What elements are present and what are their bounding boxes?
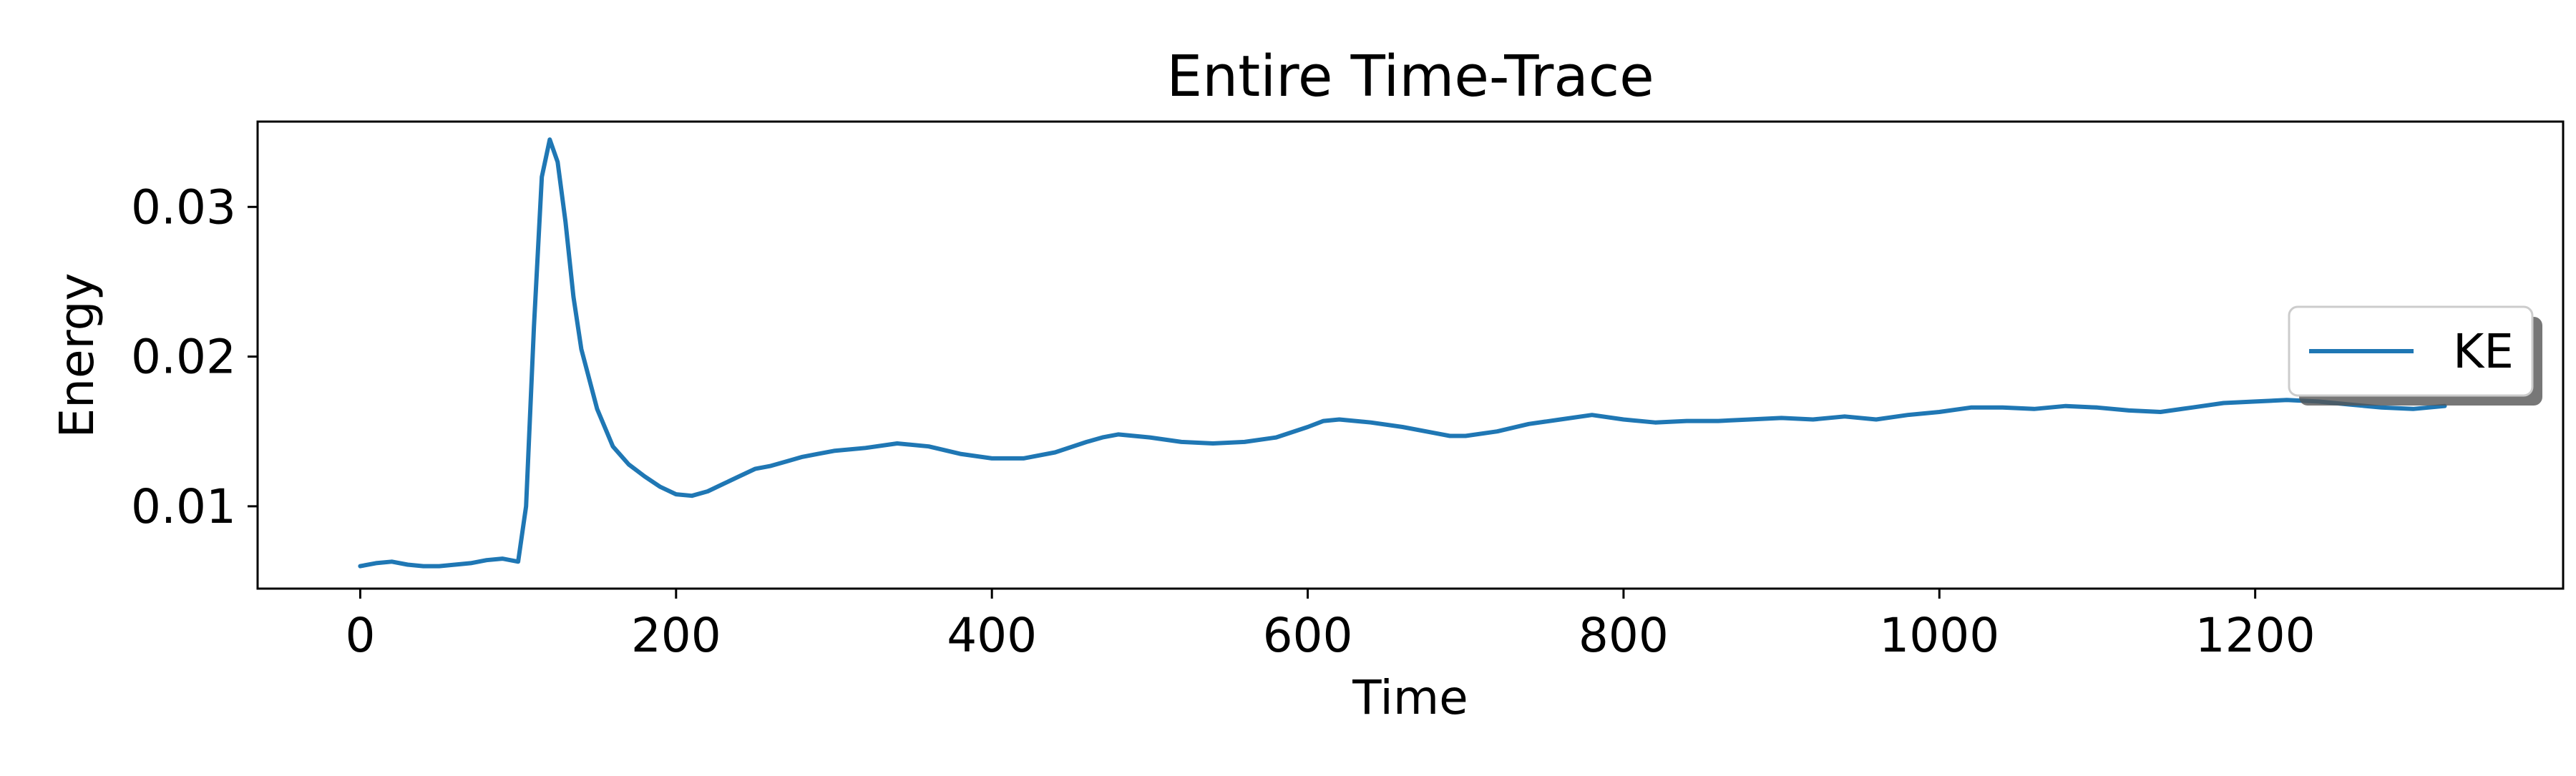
plot-area-frame <box>256 120 2565 590</box>
chart-title: Entire Time-Trace <box>1166 44 1654 109</box>
x-tick-label: 1000 <box>1879 608 1999 663</box>
x-axis-label: Time <box>1352 670 1468 725</box>
y-axis: 0.01 0.02 0.03 <box>131 180 258 534</box>
legend-label-ke: KE <box>2453 324 2514 379</box>
legend: KE <box>2288 305 2542 406</box>
y-axis-label: Energy <box>49 272 104 438</box>
y-tick-label: 0.03 <box>131 180 236 235</box>
y-tick-label: 0.01 <box>131 479 236 534</box>
y-tick-label: 0.02 <box>131 330 236 385</box>
x-tick-label: 200 <box>631 608 721 663</box>
series-line-ke <box>358 137 2447 569</box>
x-axis: 0 200 400 600 800 1000 1200 <box>345 589 2316 663</box>
x-tick-label: 400 <box>947 608 1037 663</box>
x-tick-label: 1200 <box>2195 608 2316 663</box>
x-tick-label: 600 <box>1263 608 1353 663</box>
x-tick-label: 800 <box>1579 608 1669 663</box>
x-tick-label: 0 <box>345 608 375 663</box>
